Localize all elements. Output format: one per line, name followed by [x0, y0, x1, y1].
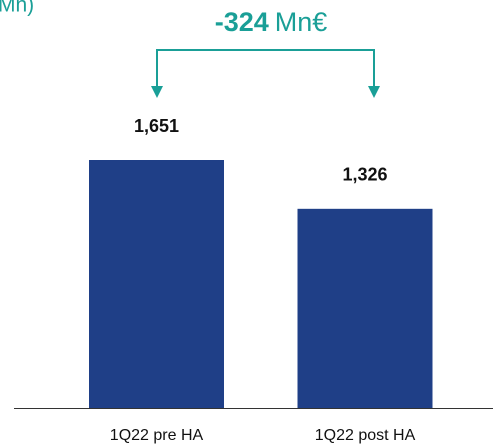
arrow-head	[151, 86, 163, 98]
bar	[89, 160, 224, 408]
annotation-value: -324	[215, 7, 269, 37]
value-label: 1,326	[342, 165, 387, 185]
value-label: 1,651	[134, 116, 179, 136]
bracket-line	[156, 49, 375, 90]
x-tick-label: 1Q22 pre HA	[110, 427, 204, 444]
x-tick-label: 1Q22 post HA	[315, 427, 416, 444]
bar	[297, 208, 433, 408]
annotation: -324 Mn€	[215, 7, 328, 37]
annotation-unit: Mn€	[275, 7, 328, 37]
bracket	[156, 49, 375, 90]
arrow-head	[368, 86, 380, 98]
chart-title: Mn)	[0, 0, 34, 17]
